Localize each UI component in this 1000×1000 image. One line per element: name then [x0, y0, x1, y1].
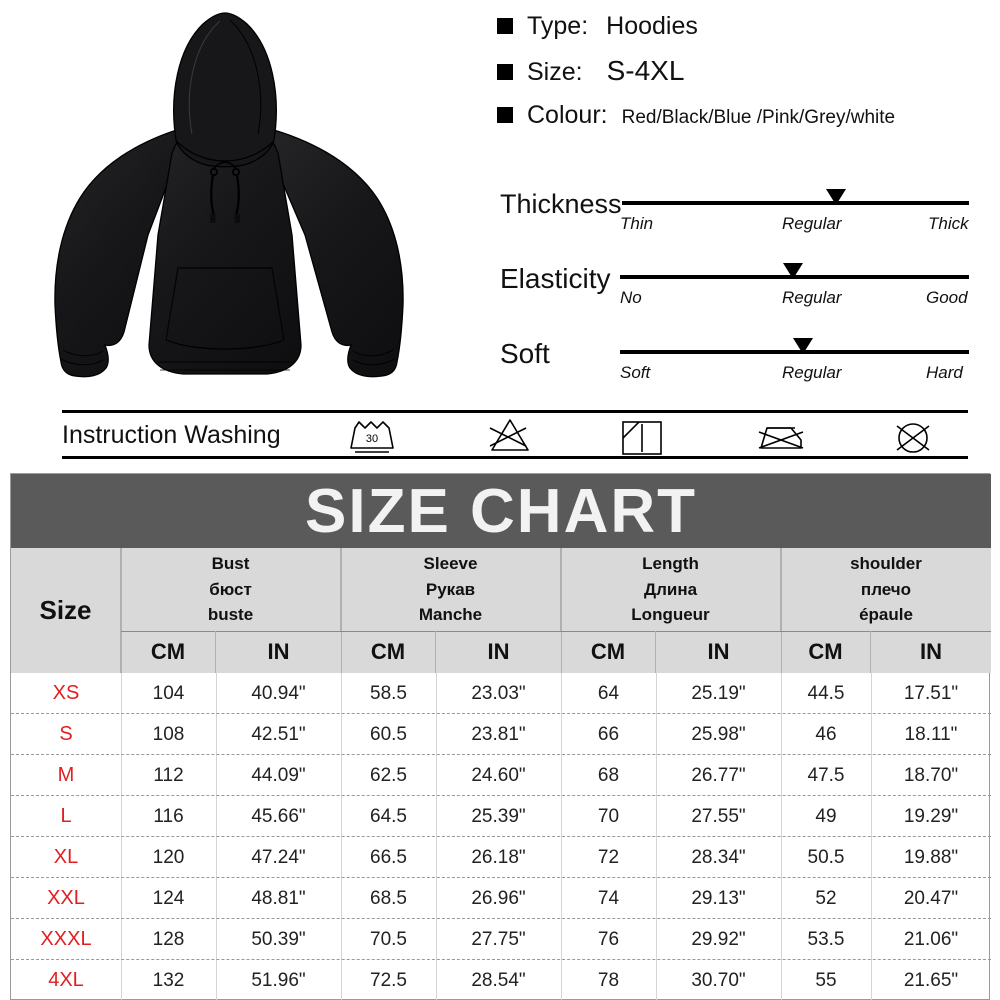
svg-text:30: 30	[366, 433, 378, 445]
